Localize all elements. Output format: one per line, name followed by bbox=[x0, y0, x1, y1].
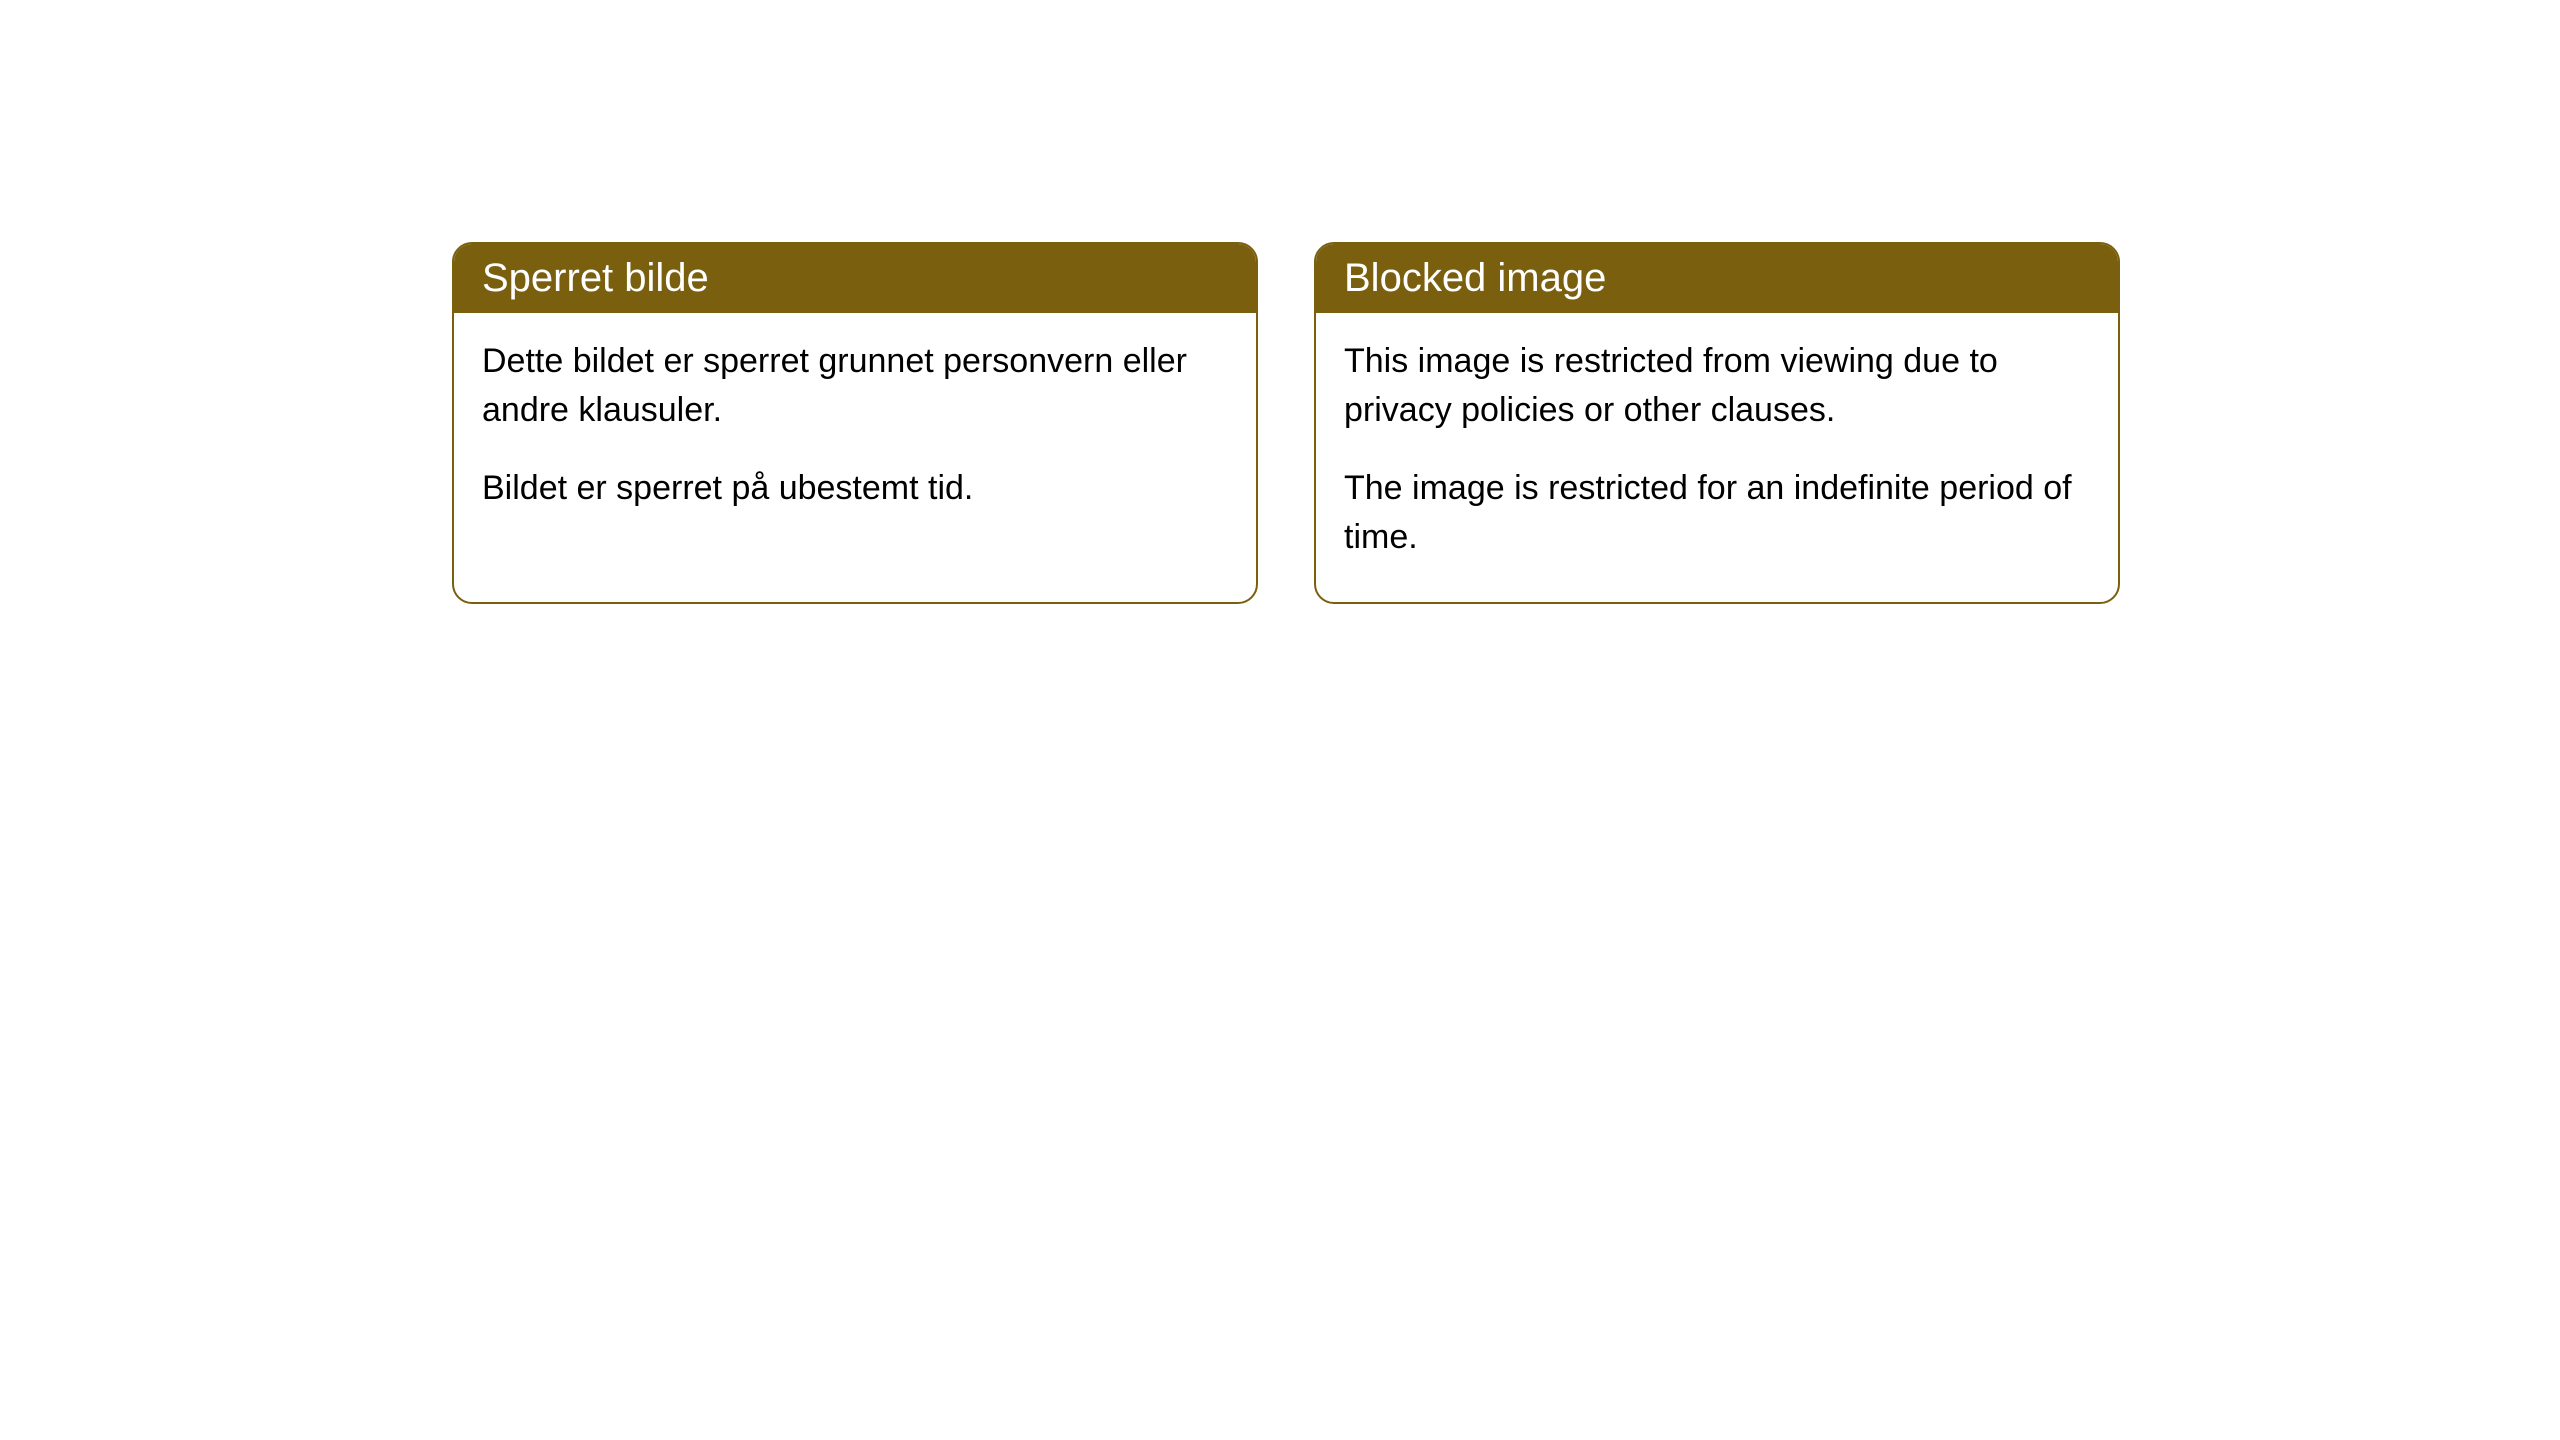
card-text-norwegian-1: Dette bildet er sperret grunnet personve… bbox=[482, 337, 1228, 436]
card-body-english: This image is restricted from viewing du… bbox=[1316, 313, 2118, 602]
card-text-english-1: This image is restricted from viewing du… bbox=[1344, 337, 2090, 436]
card-header-english: Blocked image bbox=[1316, 244, 2118, 313]
card-body-norwegian: Dette bildet er sperret grunnet personve… bbox=[454, 313, 1256, 553]
card-norwegian: Sperret bilde Dette bildet er sperret gr… bbox=[452, 242, 1258, 604]
card-header-norwegian: Sperret bilde bbox=[454, 244, 1256, 313]
cards-container: Sperret bilde Dette bildet er sperret gr… bbox=[0, 0, 2560, 604]
card-text-english-2: The image is restricted for an indefinit… bbox=[1344, 464, 2090, 563]
card-text-norwegian-2: Bildet er sperret på ubestemt tid. bbox=[482, 464, 1228, 513]
card-english: Blocked image This image is restricted f… bbox=[1314, 242, 2120, 604]
